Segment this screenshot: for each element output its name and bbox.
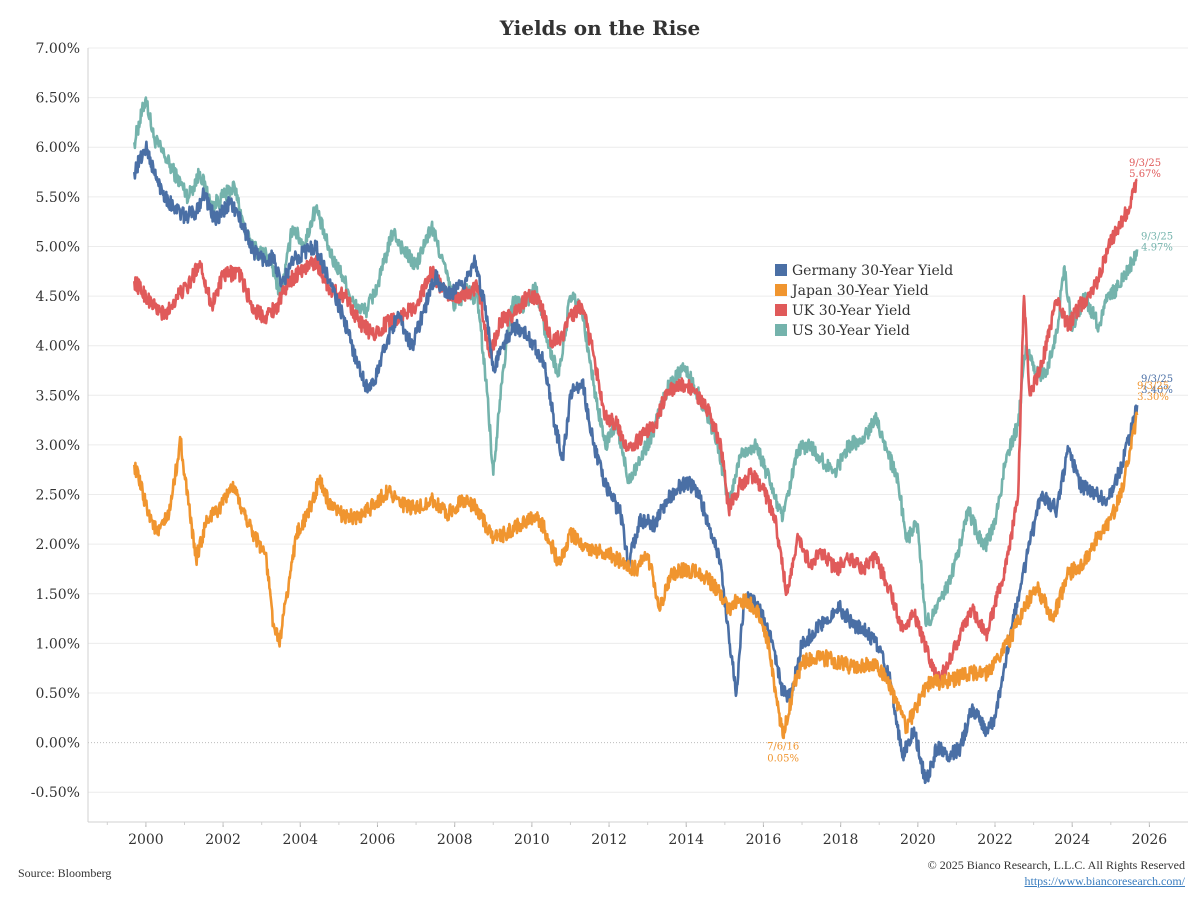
series-line-uk bbox=[133, 178, 1138, 685]
x-tick-label: 2024 bbox=[1054, 832, 1090, 848]
y-tick-label: 5.00% bbox=[36, 239, 80, 255]
annotation-date: 9/3/25 bbox=[1141, 231, 1173, 242]
x-tick-label: 2006 bbox=[360, 832, 396, 848]
x-tick-label: 2016 bbox=[746, 832, 782, 848]
y-tick-label: 2.50% bbox=[36, 488, 80, 504]
x-tick-label: 2010 bbox=[514, 832, 550, 848]
legend-label: Japan 30-Year Yield bbox=[790, 283, 929, 299]
y-tick-label: 4.50% bbox=[36, 289, 80, 305]
y-tick-label: 6.50% bbox=[36, 91, 80, 107]
annotation-date: 9/3/25 bbox=[1137, 381, 1169, 392]
annotation-date: 9/3/25 bbox=[1141, 374, 1173, 385]
website-link[interactable]: https://www.biancoresearch.com/ bbox=[1024, 874, 1185, 888]
y-tick-label: 0.00% bbox=[36, 736, 80, 752]
legend-swatch bbox=[775, 304, 787, 316]
series-lines bbox=[133, 96, 1139, 785]
axes: -0.50% 0.00% 0.50% 1.00% 1.50% 2.00% 2.50% 3.00… bbox=[31, 41, 1188, 848]
x-tick-label: 2004 bbox=[282, 832, 318, 848]
annotation-value: 3.30% bbox=[1137, 392, 1169, 403]
annotation-value: 0.05% bbox=[767, 754, 799, 765]
x-tick-label: 2012 bbox=[591, 832, 627, 848]
source-note: Source: Bloomberg bbox=[18, 866, 112, 880]
series-line-germany bbox=[133, 140, 1139, 785]
y-tick-label: 7.00% bbox=[36, 41, 80, 57]
chart-title: Yields on the Rise bbox=[499, 16, 701, 40]
y-tick-label: 1.50% bbox=[36, 587, 80, 603]
x-tick-label: 2000 bbox=[128, 832, 164, 848]
annotation-value: 3.40% bbox=[1141, 385, 1173, 396]
series-line-us bbox=[133, 96, 1139, 628]
grid-lines bbox=[88, 47, 1188, 793]
x-tick-label: 2018 bbox=[823, 832, 859, 848]
y-tick-label: 4.00% bbox=[36, 339, 80, 355]
x-tick-label: 2002 bbox=[205, 832, 241, 848]
x-tick-label: 2022 bbox=[977, 832, 1013, 848]
legend-swatch bbox=[775, 264, 787, 276]
series-line-japan bbox=[133, 411, 1139, 740]
legend-label: Germany 30-Year Yield bbox=[792, 263, 953, 279]
legend-label: UK 30-Year Yield bbox=[792, 303, 911, 319]
copyright-text: © 2025 Bianco Research, L.L.C. All Right… bbox=[927, 858, 1185, 872]
annotation-date: 7/6/16 bbox=[767, 742, 799, 753]
legend-swatch bbox=[775, 284, 787, 296]
y-tick-label: 0.50% bbox=[36, 686, 80, 702]
y-tick-label: 6.00% bbox=[36, 140, 80, 156]
annotation-value: 4.97% bbox=[1141, 242, 1173, 253]
y-tick-label: 3.00% bbox=[36, 438, 80, 454]
y-tick-label: 3.50% bbox=[36, 388, 80, 404]
x-tick-label: 2020 bbox=[900, 832, 936, 848]
y-tick-label: 5.50% bbox=[36, 190, 80, 206]
legend-label: US 30-Year Yield bbox=[792, 323, 910, 339]
x-tick-label: 2014 bbox=[668, 832, 704, 848]
legend-swatch bbox=[775, 324, 787, 336]
legend: Germany 30-Year Yield Japan 30-Year Yield… bbox=[775, 263, 953, 339]
annotations: 9/3/255.67%9/3/254.97%9/3/253.40%9/3/253… bbox=[767, 158, 1173, 765]
x-tick-label: 2026 bbox=[1132, 832, 1168, 848]
y-tick-label: 1.00% bbox=[36, 636, 80, 652]
annotation-value: 5.67% bbox=[1129, 169, 1161, 180]
y-tick-label: -0.50% bbox=[31, 785, 80, 801]
y-tick-label: 2.00% bbox=[36, 537, 80, 553]
copyright-block: © 2025 Bianco Research, L.L.C. All Right… bbox=[928, 858, 1185, 889]
annotation-date: 9/3/25 bbox=[1129, 158, 1161, 169]
x-tick-label: 2008 bbox=[437, 832, 473, 848]
